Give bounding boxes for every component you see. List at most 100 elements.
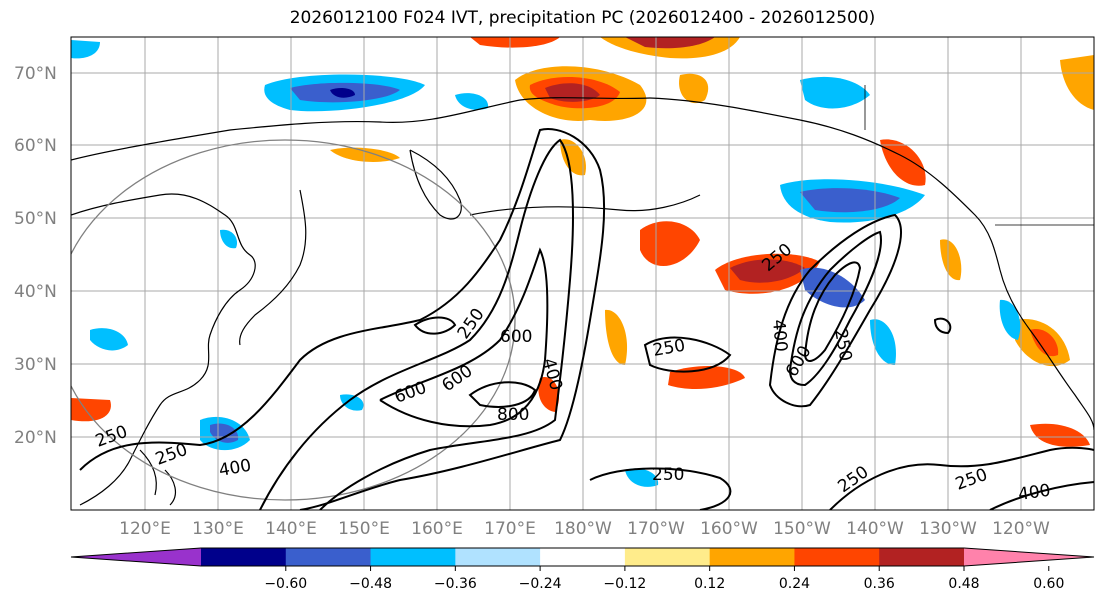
precip-positive-area (330, 147, 400, 162)
lon-label: 150°W (773, 519, 831, 539)
colorbar-tick-label: −0.24 (519, 576, 562, 592)
colorbar-tick-label: −0.12 (603, 576, 646, 592)
colorbar-tick-label: 0.48 (948, 576, 979, 592)
colorbar-segment (540, 548, 626, 566)
colorbar-segment (201, 548, 287, 566)
ivt-contour-600 (379, 247, 549, 428)
lat-label: 50°N (14, 209, 57, 229)
precip-positive-area (940, 239, 962, 281)
colorbar-tick-label: 0.12 (694, 576, 725, 592)
precip-negative-area (71, 40, 100, 59)
colorbar-tick-label: −0.36 (434, 576, 477, 592)
precip-negative-area (210, 423, 239, 443)
gridlines (71, 37, 1094, 510)
ivt-contour-400 (788, 230, 882, 387)
precip-positive-area (625, 37, 715, 49)
lon-label: 130°W (919, 519, 977, 539)
colorbar-segment (709, 548, 795, 566)
coastline-siberia (71, 97, 651, 161)
ivt-contour-250 (829, 446, 1094, 510)
lon-label: 170°W (627, 519, 685, 539)
coastline-philippines (139, 449, 177, 506)
contour-label: 800 (497, 405, 529, 425)
lon-label: 180°W (554, 519, 612, 539)
ivt-contour-600 (803, 261, 862, 362)
coastlines (71, 85, 1094, 506)
lon-label: 150°E (338, 519, 390, 539)
colorbar-outline (70, 547, 1095, 567)
colorbar-tick-label: 0.24 (779, 576, 810, 592)
lat-label: 40°N (14, 282, 57, 302)
precip-positive-area (1030, 329, 1059, 357)
coastline-asia (71, 193, 256, 506)
precip-negative-area (800, 267, 865, 308)
coastline-kamchatka (409, 149, 462, 220)
ivt-contour-250 (643, 336, 732, 373)
lat-label: 60°N (14, 136, 57, 156)
coastline-alaska (649, 97, 1001, 271)
contour-label: 400 (768, 319, 791, 353)
precip-positive-area (1060, 55, 1094, 110)
precip-positive-area (470, 37, 560, 48)
colorbar-segment (455, 548, 541, 566)
precip-positive-area (605, 309, 628, 365)
lon-label: 130°E (192, 519, 244, 539)
border-canada-us (864, 85, 1094, 226)
latitude-labels: 70°N 60°N 50°N 40°N 30°N 20°N (14, 64, 57, 448)
precip-positive-area (1030, 423, 1090, 447)
map-border (70, 36, 1095, 511)
precip-negative-area (220, 229, 238, 249)
precip-negative-area (870, 319, 896, 365)
reference-circle (71, 139, 516, 501)
coastline-aleutians (469, 194, 701, 216)
contour-label: 400 (1017, 481, 1052, 505)
ivt-contour-800 (468, 381, 537, 408)
colorbar: −0.60 −0.48 −0.36 −0.24 −0.12 0.12 0.24 0.36 0.4… (70, 547, 1095, 592)
contour-label: 250 (652, 465, 684, 485)
colorbar-tick-label: −0.48 (349, 576, 392, 592)
colorbar-segment (879, 548, 965, 566)
precip-anomaly-fills (71, 37, 1094, 487)
ivt-contour-400 (259, 138, 574, 510)
lon-label: 160°E (411, 519, 463, 539)
lon-label: 120°E (119, 519, 171, 539)
lat-label: 70°N (14, 64, 57, 84)
precip-positive-area (679, 73, 709, 104)
colorbar-segment (794, 548, 880, 566)
ivt-contour-250 (413, 316, 457, 335)
longitude-labels: 120°E 130°E 140°E 150°E 160°E 170°E 180°… (119, 519, 1050, 539)
lon-label: 140°W (846, 519, 904, 539)
precip-negative-area (800, 76, 870, 109)
precip-negative-area (455, 93, 489, 110)
precip-negative-area (340, 394, 364, 411)
colorbar-extend-high (964, 548, 1094, 566)
colorbar-segment (624, 548, 711, 566)
colorbar-tick-label: −0.60 (264, 576, 307, 592)
lon-label: 160°W (700, 519, 758, 539)
precip-positive-area (730, 259, 805, 283)
lat-label: 30°N (14, 355, 57, 375)
precip-positive-area (545, 83, 600, 102)
ivt-contour-250 (589, 467, 732, 510)
ivt-contours (79, 128, 1094, 510)
lat-label: 20°N (14, 428, 57, 448)
coastline-north-america (999, 269, 1094, 431)
map-title: 2026012100 F024 IVT, precipitation PC (2… (289, 8, 876, 28)
colorbar-segment (285, 548, 372, 566)
lon-label: 120°W (992, 519, 1050, 539)
precip-negative-area (625, 468, 659, 487)
precip-positive-area (538, 377, 560, 412)
lon-label: 140°E (265, 519, 317, 539)
colorbar-segment (370, 548, 456, 566)
colorbar-tick-label: 0.36 (864, 576, 895, 592)
precip-negative-area (999, 299, 1021, 340)
contour-label: 600 (500, 327, 532, 347)
ivt-contour-250 (768, 213, 902, 408)
ivt-contour-400 (989, 481, 1094, 510)
coastline-japan (239, 189, 307, 346)
precip-negative-area (330, 87, 355, 98)
colorbar-tick-label: 0.60 (1033, 576, 1064, 592)
ivt-contour-250 (79, 128, 606, 510)
ivt-contour-250 (933, 317, 952, 335)
